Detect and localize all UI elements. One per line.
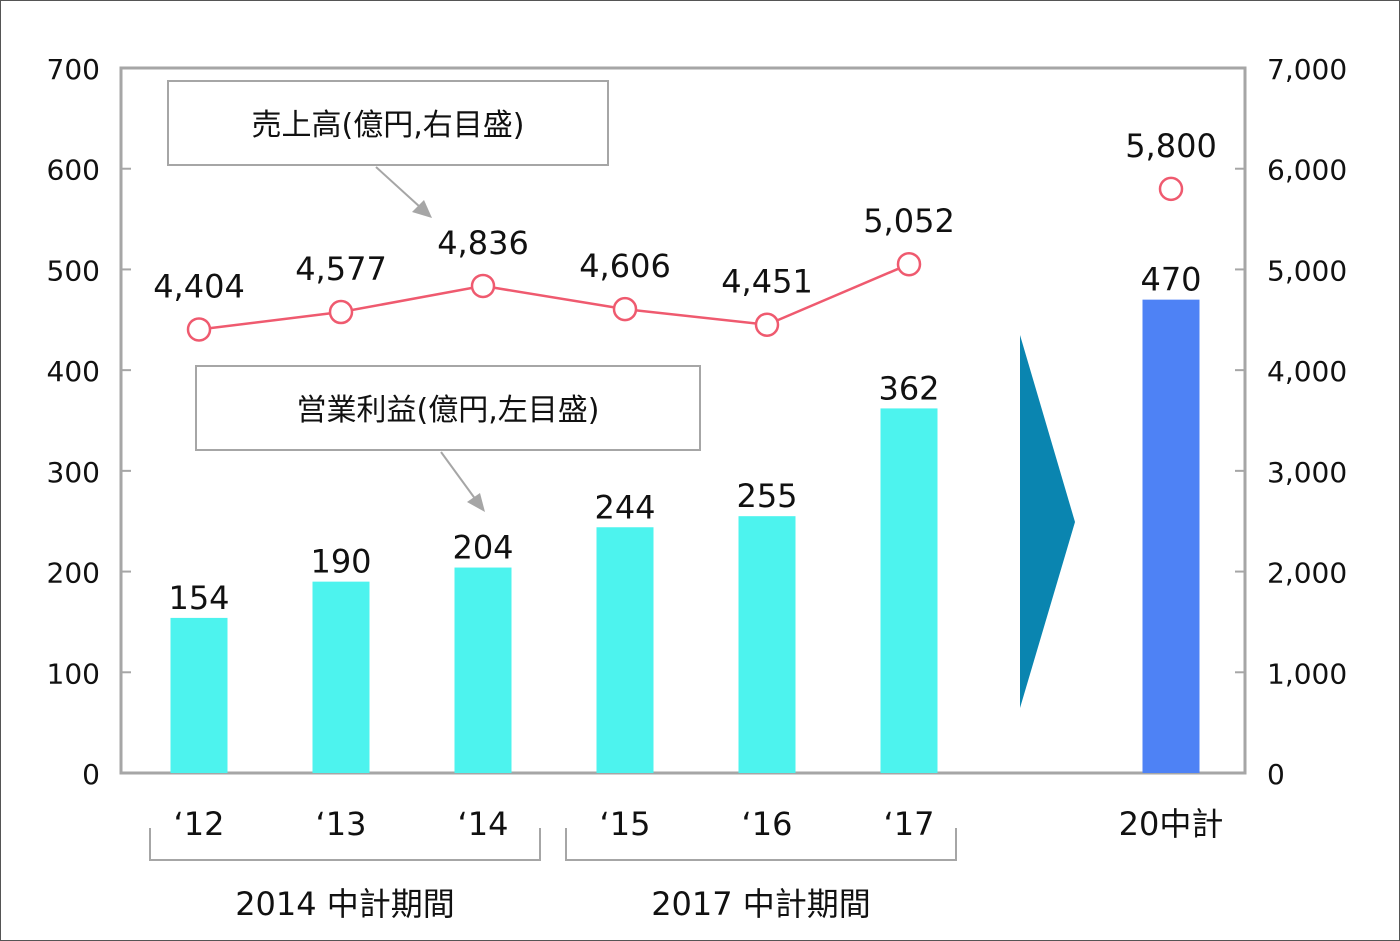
right-axis-tick-label: 6,000 <box>1267 154 1347 187</box>
sales-callout-arrowhead <box>412 200 432 218</box>
bar-value-label: 362 <box>878 369 939 407</box>
right-axis-tick-label: 0 <box>1267 758 1285 791</box>
sales-callout-box <box>167 80 609 166</box>
bar-value-label: 190 <box>310 543 371 581</box>
left-axis-tick-label: 100 <box>47 657 100 690</box>
sales-point-5 <box>896 251 922 277</box>
sales-callout-label: 売上高(億円,右目盛) <box>252 108 525 143</box>
bar-3 <box>596 527 654 773</box>
sales-value-label: 4,404 <box>153 267 245 305</box>
right-axis-tick-label: 2,000 <box>1267 557 1347 590</box>
bar-value-label: 154 <box>168 579 229 617</box>
x-axis-label: ‘12 <box>174 805 225 843</box>
sales-value-label: 5,052 <box>863 202 955 240</box>
plot-area-border <box>119 66 1247 775</box>
sales-callout-pointer <box>375 166 421 208</box>
x-axis-label: 20中計 <box>1119 805 1224 843</box>
right-axis-tick-label: 5,000 <box>1267 254 1347 287</box>
x-axis-label: ‘15 <box>600 805 651 843</box>
x-axis-label: ‘14 <box>458 805 509 843</box>
bar-5 <box>880 408 938 773</box>
bar-value-label: 470 <box>1140 261 1201 299</box>
profit-callout-label: 営業利益(億円,左目盛) <box>297 393 600 428</box>
sales-point-2 <box>470 273 496 299</box>
arrow-icon <box>1020 335 1075 708</box>
left-axis-tick-label: 400 <box>47 355 100 388</box>
bar-0 <box>170 617 228 773</box>
left-axis-tick-label: 300 <box>47 456 100 489</box>
x-axis-label: ‘13 <box>316 805 367 843</box>
right-axis-tick-label: 4,000 <box>1267 355 1347 388</box>
sales-value-label: 4,606 <box>579 247 671 285</box>
sales-line <box>198 263 910 331</box>
bar-1 <box>312 581 370 773</box>
group-label: 2014 中計期間 <box>235 885 455 923</box>
sales-value-label: 5,800 <box>1125 127 1217 165</box>
sales-point-4 <box>754 312 780 337</box>
group-label: 2017 中計期間 <box>651 885 871 923</box>
sales-value-label: 4,577 <box>295 250 387 288</box>
profit-callout-box <box>195 365 701 451</box>
x-axis-label: ‘16 <box>742 805 793 843</box>
group-bracket <box>149 828 541 861</box>
bar-6 <box>1142 299 1200 773</box>
left-axis-tick-label: 0 <box>82 758 100 791</box>
sales-point-1 <box>328 299 354 325</box>
bar-value-label: 255 <box>736 477 797 515</box>
sales-point-0 <box>186 317 212 342</box>
sales-point-6 <box>1158 176 1184 202</box>
left-axis-tick-label: 700 <box>47 53 100 86</box>
profit-callout-arrowhead <box>467 493 485 512</box>
sales-point-3 <box>612 296 638 322</box>
right-axis-tick-label: 3,000 <box>1267 456 1347 489</box>
left-axis-tick-label: 600 <box>47 154 100 187</box>
bar-value-label: 204 <box>452 529 513 567</box>
sales-value-label: 4,836 <box>437 224 529 262</box>
x-axis-label: ‘17 <box>884 805 935 843</box>
right-axis-tick-label: 1,000 <box>1267 657 1347 690</box>
bar-value-label: 244 <box>594 488 655 526</box>
sales-value-label: 4,451 <box>721 263 813 301</box>
profit-callout-pointer <box>440 451 477 501</box>
right-axis-tick-label: 7,000 <box>1267 53 1347 86</box>
bar-2 <box>454 567 512 773</box>
bar-4 <box>738 516 796 773</box>
left-axis-tick-label: 200 <box>47 557 100 590</box>
left-axis-tick-label: 500 <box>47 254 100 287</box>
group-bracket <box>565 828 957 861</box>
